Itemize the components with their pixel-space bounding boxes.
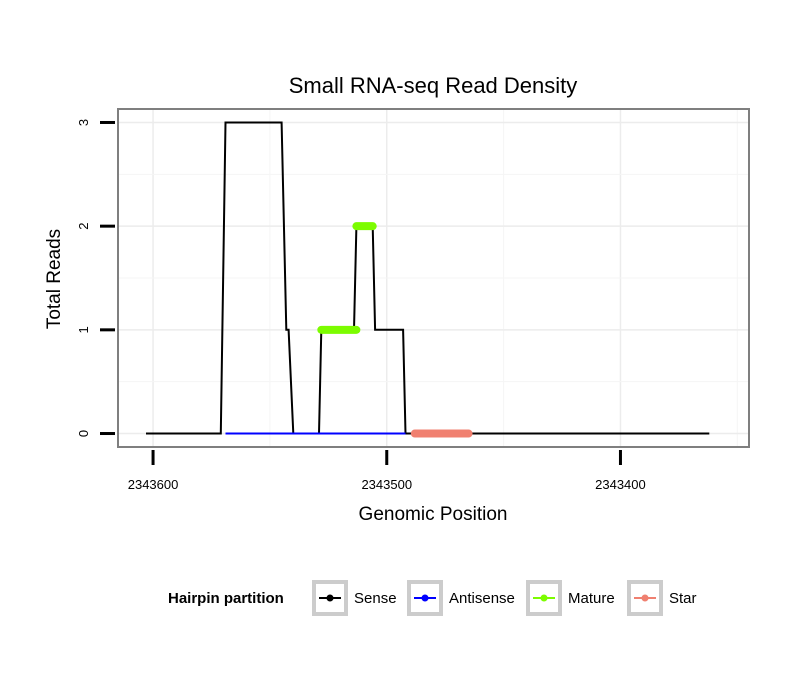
legend-key-point <box>421 594 429 602</box>
chart-title: Small RNA-seq Read Density <box>289 73 578 98</box>
legend-label: Mature <box>568 590 615 607</box>
legend-title: Hairpin partition <box>168 590 284 607</box>
y-tick-label: 2 <box>76 223 91 230</box>
legend-item-antisense: Antisense <box>407 580 515 616</box>
x-axis-label: Genomic Position <box>359 504 508 525</box>
y-tick-label: 0 <box>76 430 91 437</box>
legend-item-mature: Mature <box>526 580 615 616</box>
legend-item-star: Star <box>627 580 697 616</box>
legend-label: Sense <box>354 590 397 607</box>
legend-label: Antisense <box>449 590 515 607</box>
y-tick-label: 3 <box>76 119 91 126</box>
x-tick-label: 2343600 <box>128 477 179 492</box>
legend-item-sense: Sense <box>312 580 397 616</box>
legend-key-point <box>540 594 548 602</box>
plot-frame <box>117 108 750 448</box>
legend: Hairpin partition Sense Antisense Mature St… <box>168 580 697 616</box>
y-axis-label: Total Reads <box>44 229 65 329</box>
y-tick-label: 1 <box>76 326 91 333</box>
grid <box>118 109 749 447</box>
legend-label: Star <box>669 590 697 607</box>
legend-key-point <box>326 594 334 602</box>
axes: 2343600 2343500 2343400 0 1 2 3 <box>76 119 646 492</box>
legend-key-point <box>641 594 649 602</box>
x-tick-label: 2343500 <box>361 477 412 492</box>
series-layer <box>146 121 710 438</box>
x-tick-label: 2343400 <box>595 477 646 492</box>
